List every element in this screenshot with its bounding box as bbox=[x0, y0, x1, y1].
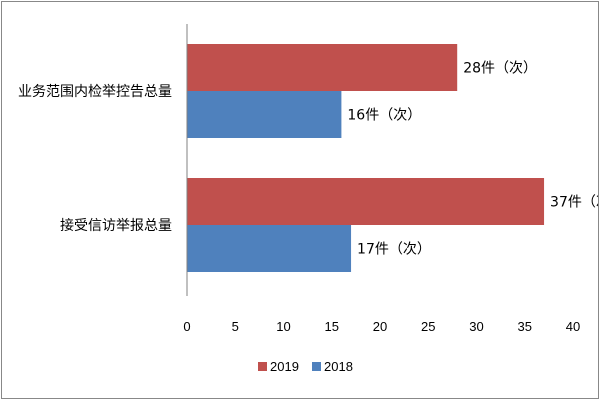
x-tick-label-25: 25 bbox=[421, 319, 435, 334]
value-labels-layer: 28件（次） 16件（次） 37件（次） 17件（次） bbox=[347, 61, 598, 258]
category-label-1: 业务范围内检举控告总量 bbox=[18, 83, 172, 100]
bar-2019-1 bbox=[187, 44, 458, 91]
legend-label-2019: 2019 bbox=[270, 359, 299, 374]
data-label-2019-1: 28件（次） bbox=[463, 61, 537, 77]
legend-label-2018: 2018 bbox=[324, 359, 353, 374]
data-label-2018-2: 17件（次） bbox=[357, 242, 431, 258]
x-tick-label-15: 15 bbox=[325, 319, 339, 334]
bar-2019-2 bbox=[187, 178, 545, 225]
bar-2018-1 bbox=[187, 91, 342, 138]
x-tick-label-0: 0 bbox=[183, 319, 190, 334]
x-tick-label-30: 30 bbox=[469, 319, 483, 334]
x-tick-label-40: 40 bbox=[566, 319, 580, 334]
x-tick-label-20: 20 bbox=[373, 319, 387, 334]
data-label-2018-1: 16件（次） bbox=[347, 108, 421, 124]
x-tick-label-5: 5 bbox=[232, 319, 239, 334]
x-tick-labels: 0 5 10 15 20 25 30 35 40 bbox=[183, 319, 580, 334]
legend-swatch-2018 bbox=[312, 362, 321, 371]
legend: 2019 2018 bbox=[258, 359, 353, 374]
bar-2018-2 bbox=[187, 225, 352, 272]
bars-layer bbox=[187, 44, 545, 272]
legend-swatch-2019 bbox=[258, 362, 267, 371]
category-label-2: 接受信访举报总量 bbox=[60, 217, 172, 234]
x-tick-label-35: 35 bbox=[518, 319, 532, 334]
x-tick-label-10: 10 bbox=[276, 319, 290, 334]
data-label-2019-2: 37件（次） bbox=[550, 195, 598, 211]
